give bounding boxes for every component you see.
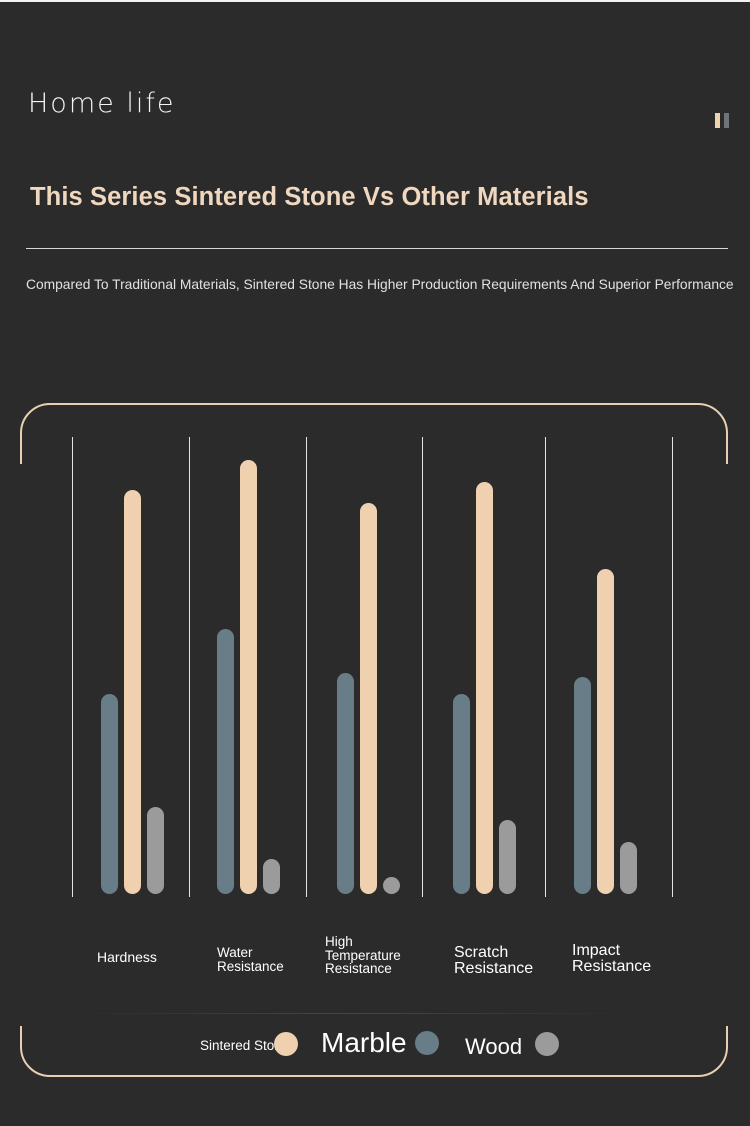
bar-stone [124, 490, 141, 894]
bar-stone [360, 503, 377, 894]
legend-dot-wood [535, 1032, 559, 1056]
category-label: Impact Resistance [572, 942, 652, 975]
card-border-gap-right [724, 464, 730, 1026]
bar-wood [499, 820, 516, 894]
category-label: Hardness [97, 949, 157, 965]
pause-icon[interactable] [715, 113, 731, 128]
bar-stone [240, 460, 257, 894]
legend-dot-marble [415, 1031, 439, 1055]
headline: This Series Sintered Stone Vs Other Mate… [30, 183, 589, 211]
bar-marble [453, 694, 470, 894]
card-border-gap-left [18, 464, 24, 1026]
bar-marble [101, 694, 118, 894]
legend-dot-sintered-stone [274, 1032, 298, 1056]
bar-stone [597, 568, 614, 894]
subtitle: Compared To Traditional Materials, Sinte… [26, 277, 734, 292]
divider [26, 248, 728, 249]
bar-wood [263, 859, 280, 894]
bar-marble [217, 629, 234, 894]
column-divider [72, 437, 73, 897]
pause-bar-left [715, 113, 720, 128]
category-label: Water Resistance [217, 945, 284, 974]
legend-label-sintered-stone: Sintered Stone [200, 1038, 290, 1053]
legend-label-marble: Marble [321, 1027, 407, 1058]
pause-bar-right [724, 113, 729, 128]
bar-marble [574, 677, 591, 894]
column-divider [189, 437, 190, 897]
bar-wood [383, 877, 400, 894]
category-label: Scratch Resistance [454, 944, 534, 977]
bar-wood [620, 841, 637, 894]
bar-marble [337, 672, 354, 894]
top-border [0, 0, 750, 2]
bar-stone [476, 481, 493, 894]
category-label: High Temperature Resistance [325, 934, 401, 976]
column-divider [545, 437, 546, 897]
column-divider [422, 437, 423, 897]
column-divider [672, 437, 673, 897]
brand-title: Home life [28, 88, 176, 119]
bar-wood [147, 807, 164, 894]
column-divider [306, 437, 307, 897]
chart-baseline [70, 1013, 632, 1014]
legend-label-wood: Wood [465, 1034, 523, 1059]
